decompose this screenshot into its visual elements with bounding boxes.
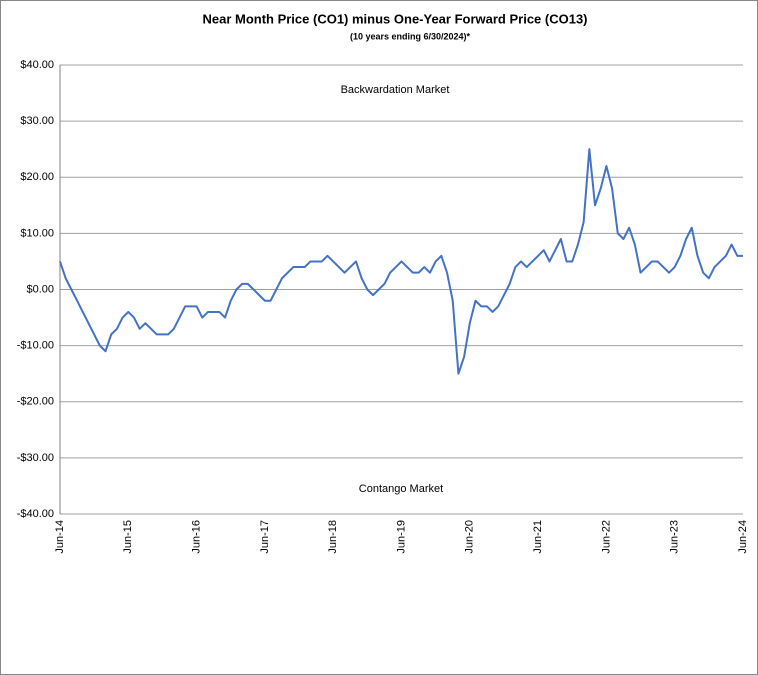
annotation: Backwardation Market [341, 84, 450, 96]
data-line [59, 148, 743, 375]
y-tick-label: -$40.00 [17, 508, 54, 520]
annotation: Contango Market [359, 483, 443, 495]
x-tick-label: Jun-17 [259, 520, 271, 554]
y-tick-label: -$30.00 [17, 452, 54, 464]
x-tick-label: Jun-18 [327, 520, 339, 554]
x-tick-label: Jun-23 [669, 520, 681, 554]
y-tick-label: -$20.00 [17, 396, 54, 408]
chart-title: Near Month Price (CO1) minus One-Year Fo… [202, 11, 587, 26]
x-tick-label: Jun-15 [122, 520, 134, 554]
y-tick-label: $20.00 [20, 171, 54, 183]
x-tick-label: Jun-24 [737, 520, 749, 554]
y-tick-label: $0.00 [26, 283, 54, 295]
y-tick-label: $40.00 [20, 59, 54, 71]
chart-subtitle: (10 years ending 6/30/2024)* [350, 31, 471, 41]
x-tick-label: Jun-16 [191, 520, 203, 554]
y-tick-label: $10.00 [20, 227, 54, 239]
y-tick-label: -$10.00 [17, 340, 54, 352]
x-tick-label: Jun-20 [464, 520, 476, 554]
x-tick-label: Jun-14 [54, 520, 66, 554]
y-tick-label: $30.00 [20, 115, 54, 127]
x-tick-label: Jun-21 [532, 520, 544, 554]
x-tick-label: Jun-19 [395, 520, 407, 554]
x-tick-label: Jun-22 [600, 520, 612, 554]
